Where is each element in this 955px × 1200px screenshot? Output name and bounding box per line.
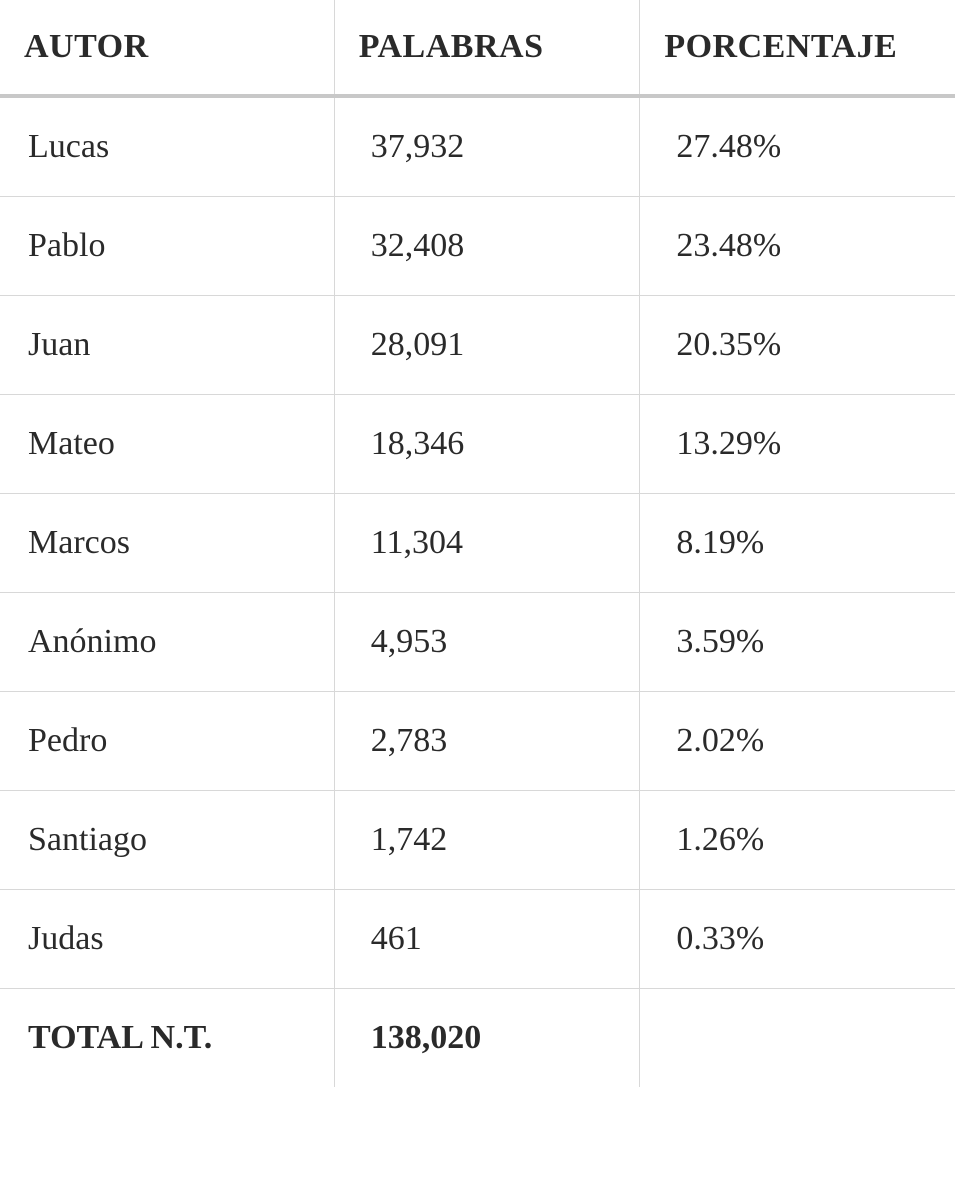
table-row: Lucas 37,932 27.48% xyxy=(0,96,955,197)
cell-palabras: 11,304 xyxy=(334,494,640,593)
cell-autor: Marcos xyxy=(0,494,334,593)
cell-palabras: 18,346 xyxy=(334,395,640,494)
cell-palabras: 1,742 xyxy=(334,791,640,890)
table-row: Mateo 18,346 13.29% xyxy=(0,395,955,494)
cell-autor: Pablo xyxy=(0,197,334,296)
cell-porcentaje: 2.02% xyxy=(640,692,955,791)
cell-porcentaje: 13.29% xyxy=(640,395,955,494)
cell-palabras: 28,091 xyxy=(334,296,640,395)
cell-palabras: 32,408 xyxy=(334,197,640,296)
cell-autor: Lucas xyxy=(0,96,334,197)
col-header-porcentaje: PORCENTAJE xyxy=(640,0,955,96)
table-row: Marcos 11,304 8.19% xyxy=(0,494,955,593)
cell-autor: Mateo xyxy=(0,395,334,494)
cell-autor: Pedro xyxy=(0,692,334,791)
cell-palabras: 2,783 xyxy=(334,692,640,791)
cell-porcentaje: 3.59% xyxy=(640,593,955,692)
cell-autor: Anónimo xyxy=(0,593,334,692)
cell-porcentaje: 23.48% xyxy=(640,197,955,296)
table-row: Juan 28,091 20.35% xyxy=(0,296,955,395)
table-row: Pedro 2,783 2.02% xyxy=(0,692,955,791)
cell-porcentaje: 27.48% xyxy=(640,96,955,197)
cell-autor: Judas xyxy=(0,890,334,989)
cell-autor: Juan xyxy=(0,296,334,395)
authors-table: AUTOR PALABRAS PORCENTAJE Lucas 37,932 2… xyxy=(0,0,955,1087)
table-row: Anónimo 4,953 3.59% xyxy=(0,593,955,692)
col-header-palabras: PALABRAS xyxy=(334,0,640,96)
table-row: Santiago 1,742 1.26% xyxy=(0,791,955,890)
table-header-row: AUTOR PALABRAS PORCENTAJE xyxy=(0,0,955,96)
cell-porcentaje: 8.19% xyxy=(640,494,955,593)
table-row: Judas 461 0.33% xyxy=(0,890,955,989)
cell-total-label: TOTAL N.T. xyxy=(0,989,334,1088)
table-total-row: TOTAL N.T. 138,020 xyxy=(0,989,955,1088)
col-header-autor: AUTOR xyxy=(0,0,334,96)
cell-autor: Santiago xyxy=(0,791,334,890)
cell-porcentaje: 1.26% xyxy=(640,791,955,890)
cell-palabras: 4,953 xyxy=(334,593,640,692)
cell-porcentaje: 0.33% xyxy=(640,890,955,989)
cell-total-palabras: 138,020 xyxy=(334,989,640,1088)
cell-total-porcentaje xyxy=(640,989,955,1088)
cell-palabras: 461 xyxy=(334,890,640,989)
cell-palabras: 37,932 xyxy=(334,96,640,197)
table-row: Pablo 32,408 23.48% xyxy=(0,197,955,296)
cell-porcentaje: 20.35% xyxy=(640,296,955,395)
